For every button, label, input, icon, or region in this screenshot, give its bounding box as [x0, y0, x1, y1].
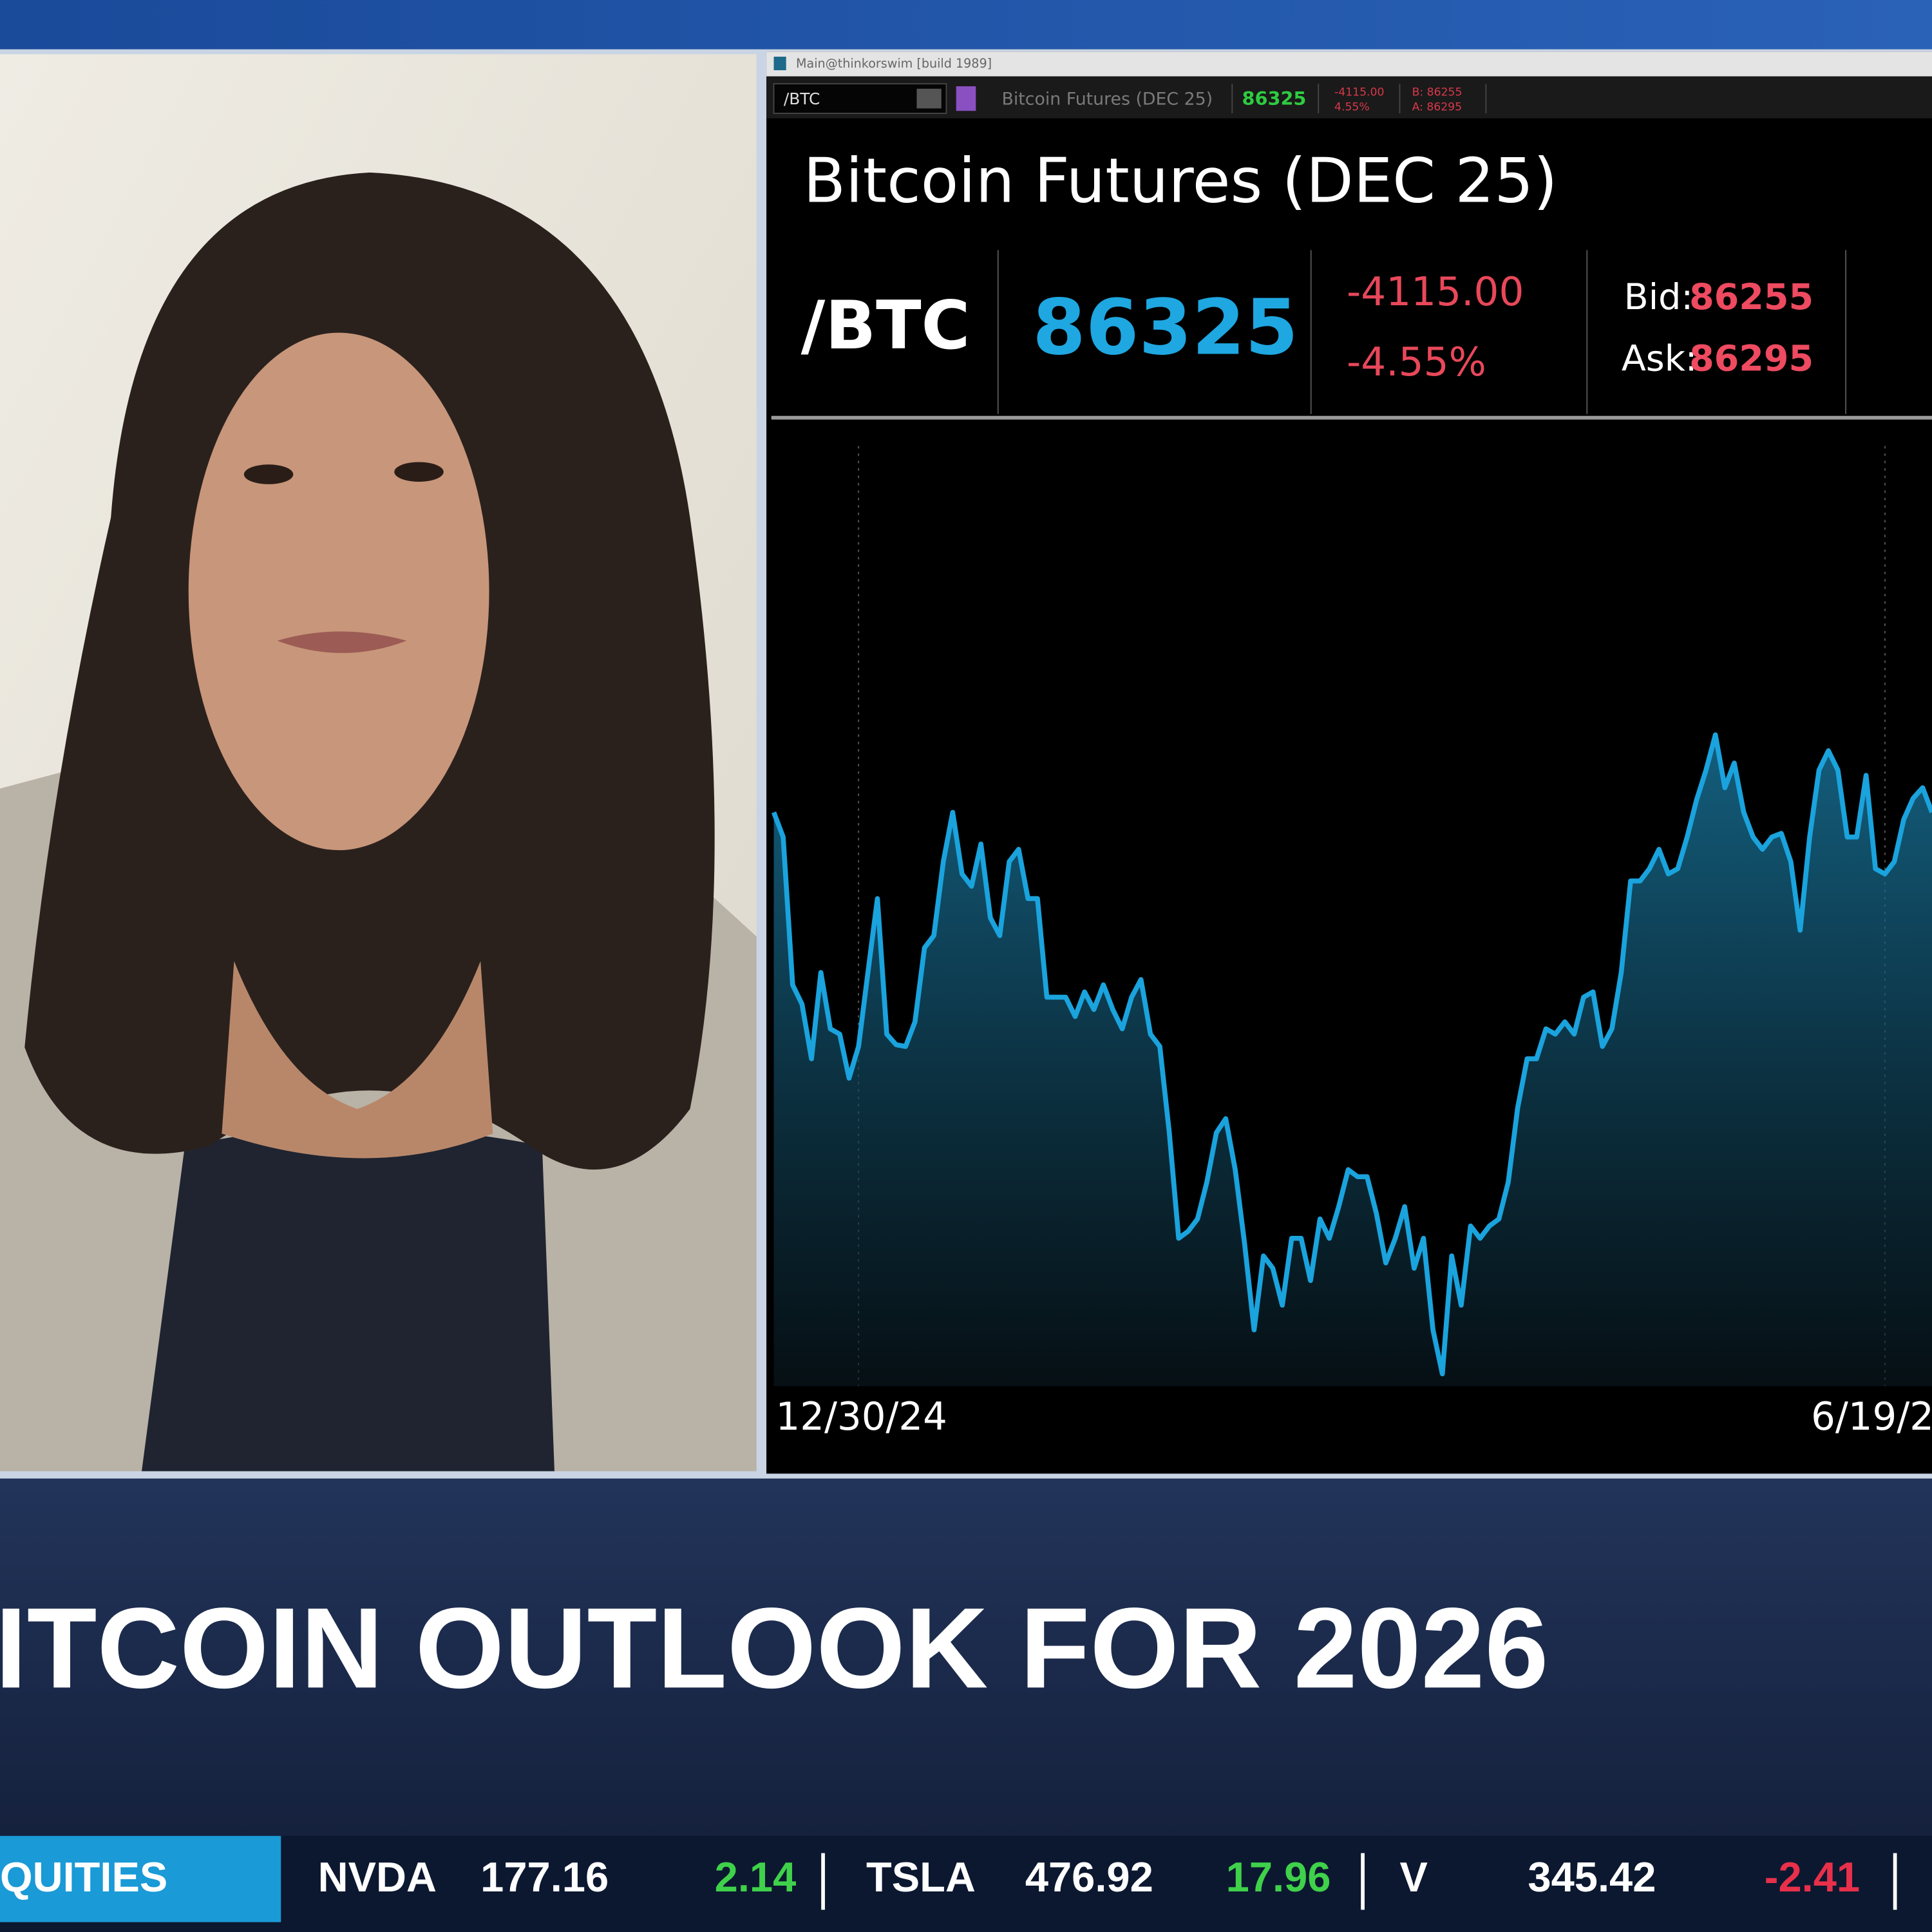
- window-title: Main@thinkorswim [build 1989]: [796, 56, 992, 71]
- toolbar-change: -4115.00: [1334, 86, 1384, 99]
- ticker-change: 17.96: [1226, 1853, 1331, 1900]
- ticker-items: NVDA 177.16 2.14 TSLA 476.92 17.96 V 345.42 -2.4…: [318, 1853, 1897, 1910]
- top: [142, 1127, 554, 1472]
- toolbar-percent: 4.55%: [1334, 100, 1370, 113]
- window-titlebar: [766, 52, 1932, 77]
- guest-video: [0, 54, 757, 1472]
- quote-title: Bitcoin Futures (DEC 25): [803, 144, 1557, 216]
- ask-value: 86295: [1689, 339, 1814, 380]
- ticker-section-box: [0, 1835, 281, 1922]
- toolbar-bid: B: 86255: [1412, 86, 1463, 99]
- top-bar: [0, 0, 1932, 50]
- bid-label: Bid:: [1624, 277, 1693, 318]
- link-icon[interactable]: [956, 86, 976, 111]
- quote-percent: -4.55%: [1347, 339, 1486, 385]
- price-area: [773, 735, 1932, 1387]
- ticker-change: 2.14: [715, 1853, 797, 1900]
- neck: [222, 961, 493, 1159]
- x-tick-label: 12/30/24: [776, 1394, 947, 1439]
- quote-symbol: /BTC: [801, 287, 971, 365]
- mouth: [277, 631, 407, 654]
- toolbar-description: Bitcoin Futures (DEC 25): [1001, 89, 1213, 109]
- eye: [394, 462, 444, 482]
- ticker-bar: [0, 1835, 1932, 1932]
- toolbar-last: 86325: [1242, 88, 1307, 109]
- ticker-symbol: V: [1399, 1853, 1427, 1900]
- ask-label: Ask:: [1622, 339, 1698, 380]
- app-icon: [773, 57, 786, 71]
- lower-third: [0, 1478, 1932, 1836]
- headline: ITCOIN OUTLOOK FOR 2026: [0, 1584, 1548, 1712]
- quote-change: -4115.00: [1347, 269, 1524, 315]
- ticker-section: QUITIES: [0, 1853, 167, 1900]
- chart-window: Main@thinkorswim [build 1989] /BTC Bitco…: [766, 52, 1932, 1474]
- eye: [243, 464, 294, 484]
- quote-last: 86325: [1032, 283, 1298, 372]
- ticker-symbol: TSLA: [866, 1853, 976, 1900]
- ticker-change: -2.41: [1765, 1853, 1860, 1900]
- bid-value: 86255: [1689, 277, 1814, 318]
- ticker-symbol: NVDA: [318, 1853, 437, 1900]
- x-tick-label: 6/19/2: [1811, 1394, 1932, 1439]
- toolbar-symbol: /BTC: [784, 90, 820, 108]
- price-chart: 12/30/24 6/19/2: [771, 446, 1932, 1439]
- toolbar-ask: A: 86295: [1412, 100, 1462, 113]
- ticker-price: 177.16: [480, 1853, 609, 1900]
- dropdown-button[interactable]: [916, 88, 942, 109]
- price-line: [771, 732, 1932, 1377]
- ticker-price: 345.42: [1528, 1853, 1656, 1900]
- face: [188, 332, 489, 851]
- ticker-price: 476.92: [1025, 1853, 1153, 1900]
